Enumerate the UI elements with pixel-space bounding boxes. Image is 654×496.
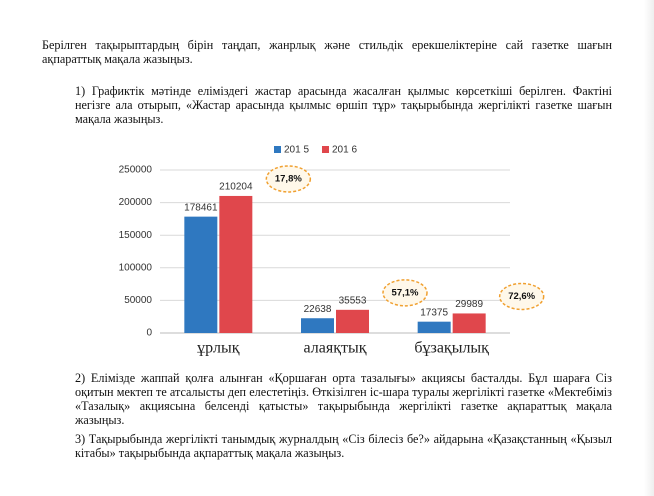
- callout-label: 17,8%: [275, 173, 302, 184]
- value-label: 17375: [420, 307, 448, 318]
- chart: 0 50000 100000 150000 200000 250000 201 5 201 6…: [119, 145, 545, 357]
- page-edge: [644, 0, 654, 496]
- value-label: 178461: [184, 202, 218, 213]
- bar: [219, 195, 253, 333]
- bar: [452, 313, 486, 333]
- callout-bubble: [382, 279, 428, 307]
- y-tick-label: 0: [146, 328, 152, 339]
- x-tick-label: алаяқтық: [304, 340, 367, 357]
- callout-label: 72,6%: [508, 291, 535, 302]
- task-text: 3) Тақырыбында жергілікті танымдық журна…: [75, 432, 612, 460]
- y-tick-label: 150000: [119, 230, 153, 241]
- x-tick-label: ұрлық: [197, 340, 240, 357]
- y-tick-label: 200000: [119, 197, 153, 208]
- task-text: 2) Елімізде жаппай қолға алынған «Қоршағ…: [75, 371, 612, 427]
- legend-swatch: [322, 146, 329, 153]
- bar: [417, 321, 451, 333]
- legend-label: 201 6: [332, 145, 357, 156]
- value-label: 210204: [219, 182, 253, 193]
- value-label: 22638: [304, 304, 332, 315]
- callout-bubble: [265, 165, 312, 193]
- bar: [184, 216, 218, 333]
- legend-swatch: [274, 146, 281, 153]
- intro-text: Берілген тақырыптардың бірін таңдап, жан…: [42, 38, 612, 66]
- legend-label: 201 5: [284, 145, 309, 156]
- callout-bubble: [498, 282, 545, 311]
- callout-label: 57,1%: [392, 287, 419, 298]
- task-text: 1) Графиктік мәтінде еліміздегі жастар а…: [75, 84, 612, 126]
- y-tick-label: 100000: [119, 262, 153, 273]
- y-tick-label: 250000: [119, 165, 153, 176]
- bar: [336, 309, 369, 333]
- value-label: 35553: [339, 295, 367, 306]
- value-label: 29989: [455, 299, 483, 310]
- bar: [301, 318, 334, 333]
- y-tick-label: 50000: [124, 295, 152, 306]
- x-tick-label: бұзақылық: [414, 340, 489, 357]
